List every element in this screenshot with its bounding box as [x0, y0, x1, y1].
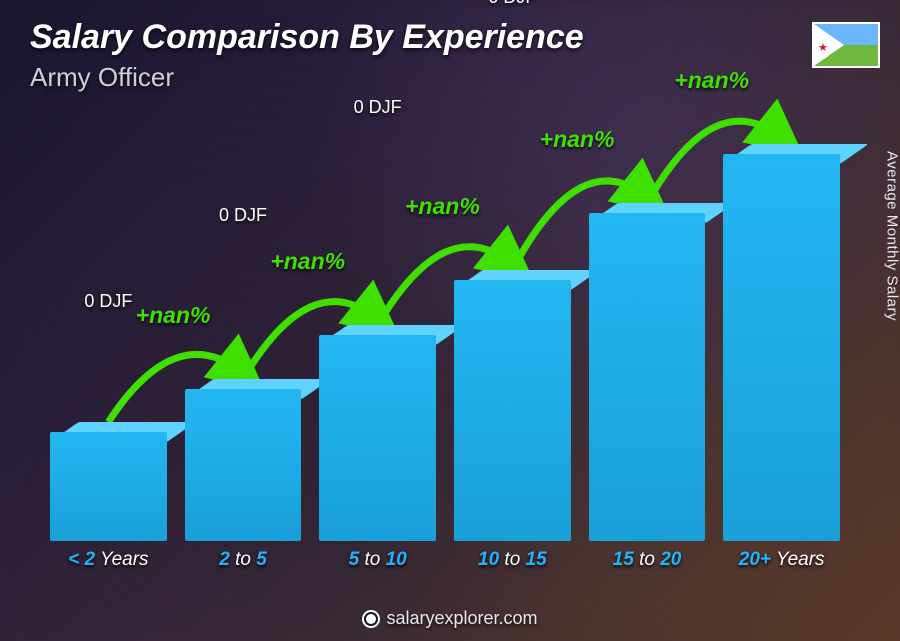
bar-value: 0 DJF: [48, 291, 168, 312]
chart-title: Salary Comparison By Experience: [30, 18, 584, 57]
chart-canvas: Salary Comparison By Experience Army Off…: [0, 0, 900, 641]
bar-value: 0 DJF: [183, 205, 303, 226]
bar-4: 0 DJF15 to 20: [589, 213, 706, 541]
footer-attribution: salaryexplorer.com: [0, 608, 900, 629]
bars-container: 0 DJF< 2 Years0 DJF2 to 50 DJF5 to 100 D…: [40, 120, 850, 541]
logo-icon: [362, 610, 380, 628]
bar-0: 0 DJF< 2 Years: [50, 432, 167, 541]
chart-subtitle: Army Officer: [30, 62, 174, 93]
bar-5: 0 DJF20+ Years: [723, 154, 840, 541]
footer-text: salaryexplorer.com: [386, 608, 537, 629]
y-axis-label: Average Monthly Salary: [884, 151, 900, 321]
bar-1: 0 DJF2 to 5: [185, 389, 302, 541]
bar-3: 0 DJF10 to 15: [454, 280, 571, 541]
bar-label: 20+ Years: [702, 549, 862, 571]
bar-value: 0 DJF: [452, 0, 572, 8]
bar-2: 0 DJF5 to 10: [319, 335, 436, 541]
country-flag-djibouti: ★: [812, 22, 880, 68]
bar-value: 0 DJF: [318, 97, 438, 118]
bar-chart: +nan%+nan%+nan%+nan%+nan% 0 DJF< 2 Years…: [40, 120, 850, 571]
